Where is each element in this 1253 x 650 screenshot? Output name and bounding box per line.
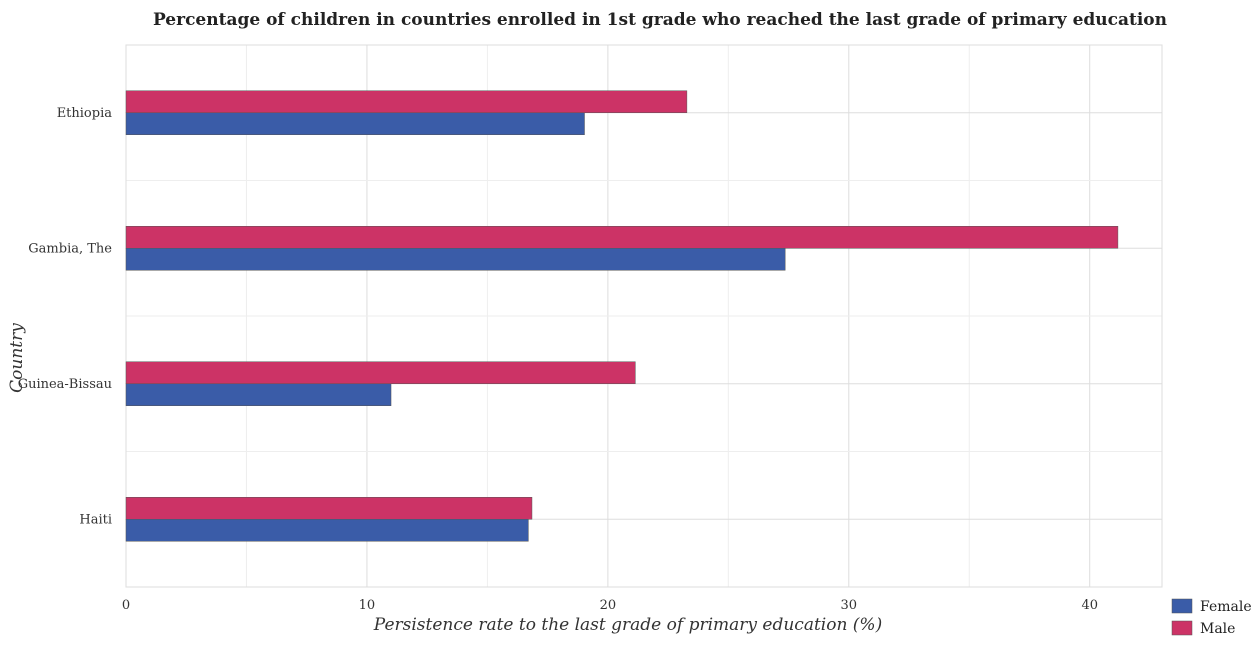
chart-title: Percentage of children in countries enro…	[153, 10, 1167, 30]
legend-label-male: Male	[1200, 621, 1235, 637]
legend-swatch-female	[1171, 598, 1193, 614]
bars-group	[125, 90, 1119, 542]
x-axis-ticks: 0 10 20 30 40	[122, 598, 1098, 613]
legend: Female Male	[1171, 598, 1252, 637]
x-tick-label: 10	[359, 598, 376, 613]
bar-female-guinea-bissau	[125, 383, 392, 406]
y-tick-label: Ethiopia	[57, 106, 113, 121]
x-tick-label: 30	[841, 598, 858, 613]
bar-male-guinea-bissau	[125, 361, 636, 384]
x-tick-label: 40	[1081, 598, 1098, 613]
x-axis-label: Persistence rate to the last grade of pr…	[373, 615, 882, 635]
y-axis-label: Country	[7, 323, 27, 393]
y-tick-label: Guinea-Bissau	[18, 377, 112, 392]
bar-female-ethiopia	[125, 112, 585, 135]
bar-male-ethiopia	[125, 90, 688, 113]
y-axis-ticks: Ethiopia Gambia, The Guinea-Bissau Haiti	[18, 106, 113, 528]
legend-swatch-male	[1171, 620, 1193, 636]
x-tick-label: 20	[600, 598, 617, 613]
grid-lines	[125, 44, 1163, 588]
bar-male-haiti	[125, 497, 533, 520]
bar-male-gambia-the	[125, 226, 1119, 249]
y-tick-label: Gambia, The	[28, 241, 112, 256]
bar-female-haiti	[125, 519, 529, 542]
y-tick-label: Haiti	[79, 512, 112, 527]
plot-frame	[125, 44, 1163, 588]
legend-label-female: Female	[1200, 599, 1252, 615]
bar-female-gambia-the	[125, 248, 786, 271]
x-tick-label: 0	[122, 598, 130, 613]
